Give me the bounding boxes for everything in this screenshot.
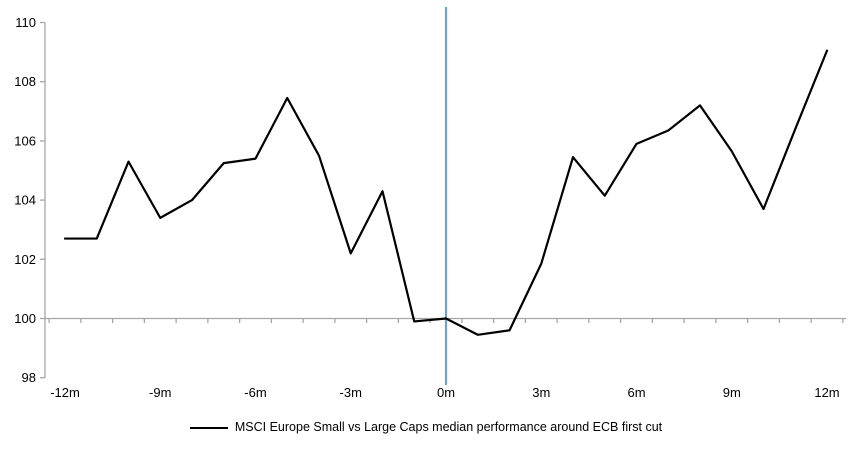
y-tick-label: 98: [22, 370, 36, 385]
y-tick-label: 104: [14, 193, 36, 208]
x-tick-label: -12m: [50, 385, 80, 400]
x-tick-label: -3m: [340, 385, 362, 400]
y-tick-label: 106: [14, 133, 36, 148]
y-tick-label: 102: [14, 252, 36, 267]
x-tick-label: 3m: [532, 385, 550, 400]
x-tick-label: 0m: [437, 385, 455, 400]
legend-line-icon: [189, 426, 228, 429]
y-tick-label: 110: [15, 15, 36, 30]
x-tick-label: -9m: [149, 385, 171, 400]
series-line: [63, 49, 829, 336]
legend: MSCI Europe Small vs Large Caps median p…: [0, 420, 852, 435]
x-tick-label: 9m: [723, 385, 741, 400]
legend-label: MSCI Europe Small vs Large Caps median p…: [234, 420, 663, 434]
y-tick-label: 108: [14, 74, 36, 89]
y-tick-label: 100: [14, 311, 36, 326]
x-tick-label: 6m: [627, 385, 645, 400]
x-tick-label: 12m: [814, 385, 839, 400]
x-tick-label: -6m: [244, 385, 266, 400]
